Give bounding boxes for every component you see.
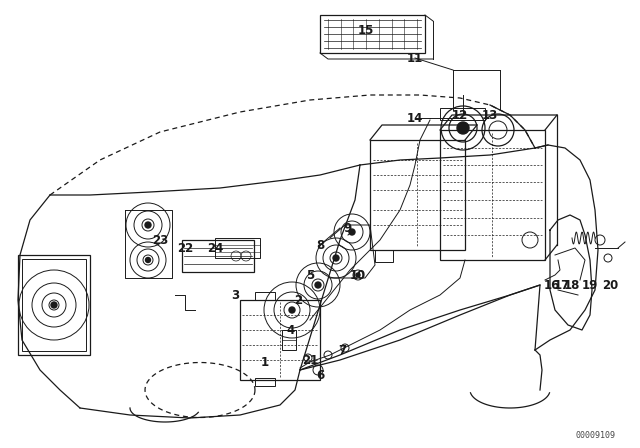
Bar [182, 240, 254, 272]
Circle shape [145, 258, 150, 263]
Text: 10: 10 [350, 268, 366, 281]
Bar [215, 238, 260, 258]
Text: 22: 22 [177, 241, 193, 254]
Bar [255, 378, 275, 386]
Text: 17: 17 [554, 279, 570, 292]
Text: 13: 13 [482, 108, 498, 121]
Text: 00009109: 00009109 [575, 431, 615, 439]
Bar [440, 108, 485, 120]
Text: 16: 16 [544, 279, 560, 292]
Text: 24: 24 [207, 241, 223, 254]
Circle shape [289, 307, 295, 313]
Text: 11: 11 [407, 52, 423, 65]
Text: 3: 3 [231, 289, 239, 302]
Text: 20: 20 [602, 279, 618, 292]
Circle shape [457, 122, 469, 134]
Circle shape [51, 302, 57, 308]
Bar [320, 15, 425, 53]
Bar [375, 250, 393, 262]
Text: 14: 14 [407, 112, 423, 125]
Bar [18, 255, 90, 355]
Circle shape [349, 229, 355, 235]
Text: 5: 5 [306, 268, 314, 281]
Text: 18: 18 [564, 279, 580, 292]
Text: 12: 12 [452, 108, 468, 121]
Text: 15: 15 [358, 23, 374, 36]
Text: 1: 1 [261, 356, 269, 369]
Circle shape [145, 222, 151, 228]
Bar [22, 259, 86, 351]
Bar [282, 330, 296, 350]
Text: 21: 21 [302, 353, 318, 366]
Text: 19: 19 [582, 279, 598, 292]
Text: 4: 4 [287, 323, 295, 336]
Text: 9: 9 [344, 221, 352, 234]
Bar [240, 300, 320, 380]
Circle shape [356, 273, 360, 277]
Text: 7: 7 [338, 344, 346, 357]
Circle shape [333, 255, 339, 261]
Bar [370, 140, 465, 250]
Circle shape [315, 282, 321, 288]
Bar [255, 292, 275, 300]
Text: 2: 2 [294, 293, 302, 306]
Text: 8: 8 [316, 238, 324, 251]
Text: 6: 6 [316, 369, 324, 382]
Bar [440, 130, 545, 260]
Text: 23: 23 [152, 233, 168, 246]
